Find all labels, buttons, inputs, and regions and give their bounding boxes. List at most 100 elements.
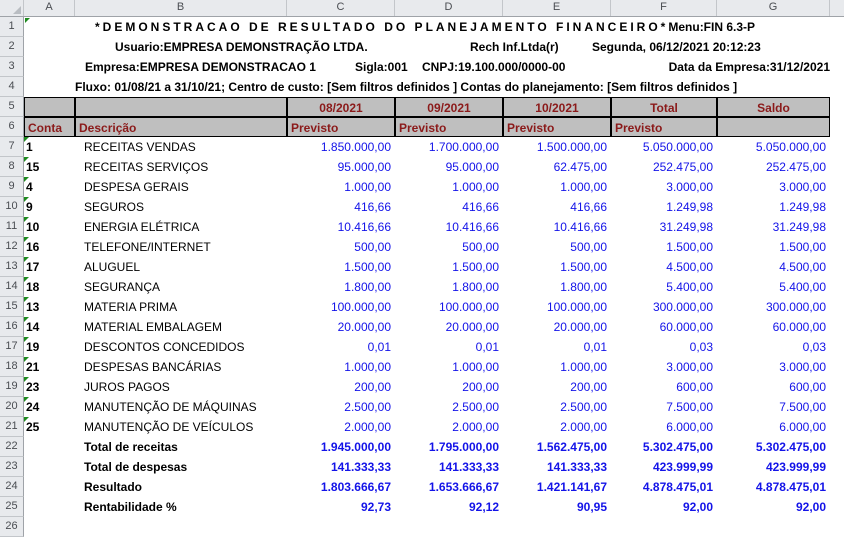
value-cell-r16c5[interactable]: 20.000,00 bbox=[553, 320, 607, 334]
row-header-14[interactable]: 14 bbox=[0, 277, 24, 297]
column-title-col6[interactable]: Previsto bbox=[611, 117, 717, 137]
value-cell-r16c7[interactable]: 60.000,00 bbox=[772, 320, 826, 334]
value-cell-r13c6[interactable]: 4.500,00 bbox=[666, 260, 713, 274]
value-cell-r20c7[interactable]: 7.500,00 bbox=[779, 400, 826, 414]
column-header-F[interactable]: F bbox=[611, 0, 717, 16]
conta-cell-row15[interactable]: 13 bbox=[24, 297, 75, 317]
value-cell-r18c6[interactable]: 3.000,00 bbox=[666, 360, 713, 374]
value-cell-r20c3[interactable]: 2.500,00 bbox=[344, 400, 391, 414]
value-cell-r9c5[interactable]: 1.000,00 bbox=[560, 180, 607, 194]
row-header-22[interactable]: 22 bbox=[0, 437, 24, 457]
descricao-cell-row9[interactable]: DESPESA GERAIS bbox=[84, 180, 189, 194]
value-cell-r13c3[interactable]: 1.500,00 bbox=[344, 260, 391, 274]
row-header-6[interactable]: 6 bbox=[0, 117, 24, 137]
value-cell-r11c5[interactable]: 10.416,66 bbox=[553, 220, 607, 234]
conta-cell-row11[interactable]: 10 bbox=[24, 217, 75, 237]
value-cell-r13c7[interactable]: 4.500,00 bbox=[779, 260, 826, 274]
row-header-1[interactable]: 1 bbox=[0, 17, 24, 37]
row-header-7[interactable]: 7 bbox=[0, 137, 24, 157]
column-title-col2[interactable]: Descrição bbox=[75, 117, 287, 137]
cell-fluxo-filtros[interactable]: Fluxo: 01/08/21 a 31/10/21; Centro de cu… bbox=[75, 80, 738, 94]
total-value-r25c7[interactable]: 92,00 bbox=[795, 500, 826, 514]
total-value-r25c5[interactable]: 90,95 bbox=[576, 500, 607, 514]
total-value-r25c6[interactable]: 92,00 bbox=[682, 500, 713, 514]
value-cell-r21c4[interactable]: 2.000,00 bbox=[452, 420, 499, 434]
descricao-cell-row12[interactable]: TELEFONE/INTERNET bbox=[84, 240, 211, 254]
row-header-11[interactable]: 11 bbox=[0, 217, 24, 237]
value-cell-r10c6[interactable]: 1.249,98 bbox=[666, 200, 713, 214]
cell-usuario[interactable]: Usuario:EMPRESA DEMONSTRAÇÃO LTDA. bbox=[115, 40, 368, 54]
conta-cell-row17[interactable]: 19 bbox=[24, 337, 75, 357]
row-header-20[interactable]: 20 bbox=[0, 397, 24, 417]
total-value-r23c4[interactable]: 141.333,33 bbox=[438, 460, 499, 474]
row-header-2[interactable]: 2 bbox=[0, 37, 24, 57]
select-all-corner[interactable] bbox=[0, 0, 24, 16]
value-cell-r8c3[interactable]: 95.000,00 bbox=[337, 160, 391, 174]
conta-cell-row14[interactable]: 18 bbox=[24, 277, 75, 297]
period-header-col4[interactable]: 09/2021 bbox=[395, 97, 503, 117]
value-cell-r18c7[interactable]: 3.000,00 bbox=[779, 360, 826, 374]
total-label-row24[interactable]: Resultado bbox=[84, 480, 143, 494]
conta-cell-row8[interactable]: 15 bbox=[24, 157, 75, 177]
conta-cell-row18[interactable]: 21 bbox=[24, 357, 75, 377]
value-cell-r7c4[interactable]: 1.700.000,00 bbox=[428, 140, 499, 154]
total-value-r22c4[interactable]: 1.795.000,00 bbox=[428, 440, 499, 454]
value-cell-r19c4[interactable]: 200,00 bbox=[462, 380, 499, 394]
value-cell-r13c4[interactable]: 1.500,00 bbox=[452, 260, 499, 274]
value-cell-r12c4[interactable]: 500,00 bbox=[462, 240, 499, 254]
column-header-C[interactable]: C bbox=[287, 0, 395, 16]
total-label-row22[interactable]: Total de receitas bbox=[84, 440, 178, 454]
value-cell-r21c5[interactable]: 2.000,00 bbox=[560, 420, 607, 434]
value-cell-r18c5[interactable]: 1.000,00 bbox=[560, 360, 607, 374]
value-cell-r9c6[interactable]: 3.000,00 bbox=[666, 180, 713, 194]
conta-cell-row7[interactable]: 1 bbox=[24, 137, 75, 157]
value-cell-r20c5[interactable]: 2.500,00 bbox=[560, 400, 607, 414]
value-cell-r17c5[interactable]: 0,01 bbox=[583, 340, 607, 354]
row-header-10[interactable]: 10 bbox=[0, 197, 24, 217]
row-header-8[interactable]: 8 bbox=[0, 157, 24, 177]
value-cell-r7c5[interactable]: 1.500.000,00 bbox=[536, 140, 607, 154]
period-header-col3[interactable]: 08/2021 bbox=[287, 97, 395, 117]
column-title-col7[interactable] bbox=[717, 117, 830, 137]
total-value-r23c6[interactable]: 423.999,99 bbox=[652, 460, 713, 474]
total-label-row23[interactable]: Total de despesas bbox=[84, 460, 188, 474]
value-cell-r19c7[interactable]: 600,00 bbox=[789, 380, 826, 394]
cell-report-title[interactable]: *DEMONSTRACAO DE RESULTADO DO PLANEJAMEN… bbox=[95, 17, 755, 37]
value-cell-r7c6[interactable]: 5.050.000,00 bbox=[642, 140, 713, 154]
total-value-r22c7[interactable]: 5.302.475,00 bbox=[755, 440, 826, 454]
value-cell-r18c3[interactable]: 1.000,00 bbox=[344, 360, 391, 374]
value-cell-r20c4[interactable]: 2.500,00 bbox=[452, 400, 499, 414]
value-cell-r9c3[interactable]: 1.000,00 bbox=[344, 180, 391, 194]
row-header-3[interactable]: 3 bbox=[0, 57, 24, 77]
conta-cell-row10[interactable]: 9 bbox=[24, 197, 75, 217]
total-value-r24c3[interactable]: 1.803.666,67 bbox=[320, 480, 391, 494]
value-cell-r21c3[interactable]: 2.000,00 bbox=[344, 420, 391, 434]
value-cell-r11c3[interactable]: 10.416,66 bbox=[337, 220, 391, 234]
value-cell-r14c5[interactable]: 1.800,00 bbox=[560, 280, 607, 294]
conta-cell-row20[interactable]: 24 bbox=[24, 397, 75, 417]
conta-cell-row9[interactable]: 4 bbox=[24, 177, 75, 197]
period-header-col1[interactable] bbox=[24, 97, 75, 117]
cell-sigla[interactable]: Sigla:001 bbox=[355, 60, 408, 74]
descricao-cell-row21[interactable]: MANUTENÇÃO DE VEÍCULOS bbox=[84, 420, 254, 434]
value-cell-r12c6[interactable]: 1.500,00 bbox=[666, 240, 713, 254]
total-value-r23c7[interactable]: 423.999,99 bbox=[765, 460, 826, 474]
value-cell-r19c5[interactable]: 200,00 bbox=[570, 380, 607, 394]
total-value-r24c6[interactable]: 4.878.475,01 bbox=[642, 480, 713, 494]
descricao-cell-row16[interactable]: MATERIAL EMBALAGEM bbox=[84, 320, 223, 334]
row-header-17[interactable]: 17 bbox=[0, 337, 24, 357]
value-cell-r9c4[interactable]: 1.000,00 bbox=[452, 180, 499, 194]
column-title-col4[interactable]: Previsto bbox=[395, 117, 503, 137]
value-cell-r12c3[interactable]: 500,00 bbox=[354, 240, 391, 254]
total-value-r22c6[interactable]: 5.302.475,00 bbox=[642, 440, 713, 454]
value-cell-r7c7[interactable]: 5.050.000,00 bbox=[755, 140, 826, 154]
value-cell-r16c4[interactable]: 20.000,00 bbox=[445, 320, 499, 334]
column-header-D[interactable]: D bbox=[395, 0, 503, 16]
value-cell-r19c3[interactable]: 200,00 bbox=[354, 380, 391, 394]
value-cell-r21c6[interactable]: 6.000,00 bbox=[666, 420, 713, 434]
descricao-cell-row18[interactable]: DESPESAS BANCÁRIAS bbox=[84, 360, 222, 374]
cell-empresa[interactable]: Empresa:EMPRESA DEMONSTRACAO 1 bbox=[85, 60, 316, 74]
cell-data-empresa[interactable]: Data da Empresa:31/12/2021 bbox=[668, 60, 830, 74]
conta-cell-row21[interactable]: 25 bbox=[24, 417, 75, 437]
row-header-5[interactable]: 5 bbox=[0, 97, 24, 117]
